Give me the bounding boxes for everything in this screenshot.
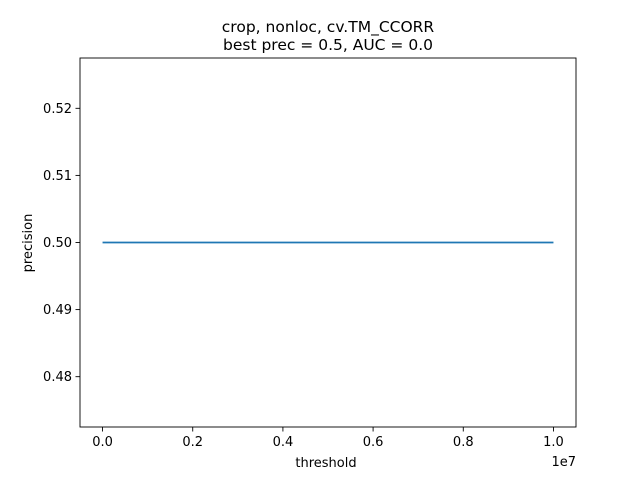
x-tick-label: 0.4 (273, 435, 294, 450)
y-tick-label: 0.52 (43, 102, 72, 117)
chart-title-line-1: crop, nonloc, cv.TM_CCORR (222, 18, 435, 37)
y-axis: 0.48 0.49 0.50 0.51 0.52 (43, 102, 80, 385)
x-tick-label: 0.6 (363, 435, 384, 450)
x-tick-label: 0.8 (453, 435, 474, 450)
x-axis-label: threshold (295, 456, 356, 471)
y-tick-label: 0.49 (43, 303, 72, 318)
y-axis-label: precision (21, 214, 36, 273)
x-axis: 0.0 0.2 0.4 0.6 0.8 1.0 (92, 427, 564, 450)
x-tick-label: 0.2 (182, 435, 203, 450)
y-tick-label: 0.50 (43, 236, 72, 251)
y-tick-label: 0.51 (43, 169, 72, 184)
y-tick-label: 0.48 (43, 370, 72, 385)
chart-title-line-2: best prec = 0.5, AUC = 0.0 (223, 36, 433, 54)
x-tick-label: 1.0 (543, 435, 564, 450)
x-axis-offset-label: 1e7 (551, 455, 576, 470)
x-tick-label: 0.0 (92, 435, 113, 450)
